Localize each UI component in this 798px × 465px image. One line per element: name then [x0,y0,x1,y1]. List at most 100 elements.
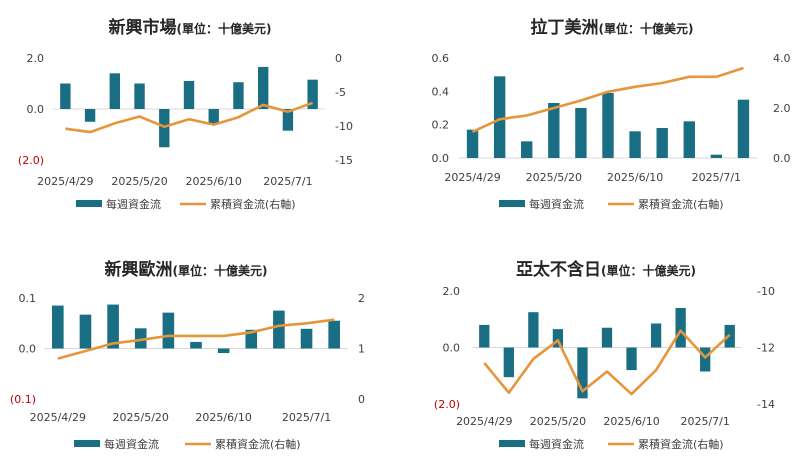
weekly-flow-bar [84,109,96,122]
weekly-flow-bar [109,73,121,109]
legend-bar-label: 每週資金流 [104,437,159,451]
y-left-tick-label: 0.0 [27,103,45,116]
weekly-flow-bar [217,348,230,354]
y-left-tick-label: 0.2 [432,119,450,132]
weekly-flow-bar [282,109,294,131]
weekly-flow-bar [328,320,340,349]
chart-title-unit: (單位：十億美元) [599,21,694,36]
weekly-flow-bar [521,141,533,158]
legend-line-label: 累積資金流(右軸) [638,437,724,451]
y-left-tick-label: (2.0) [434,398,460,411]
weekly-flow-bar [273,310,285,349]
legend-line-label: 累積資金流(右軸) [638,197,724,211]
weekly-flow-bar [503,347,514,378]
x-tick-label: 2025/5/20 [111,175,167,188]
weekly-flow-bar [307,79,318,109]
cumulative-flow-line [483,329,731,396]
y-right-tick-label: 0 [358,393,365,406]
chart-title-main: 新興歐洲 [105,259,173,280]
weekly-flow-bar [190,341,202,349]
legend-line-label: 累積資金流(右軸) [215,437,301,451]
weekly-flow-bar [257,66,269,109]
chart-title-unit: (單位：十億美元) [177,21,272,36]
weekly-flow-bar [626,347,637,371]
x-tick-label: 2025/5/20 [113,411,169,424]
y-left-tick-label: (0.1) [10,393,36,406]
weekly-flow-bar [683,121,695,158]
weekly-flow-bar [134,328,147,349]
y-right-tick-label: 0.0 [773,152,791,165]
weekly-flow-bar [493,76,506,158]
weekly-flow-bar [602,93,614,158]
weekly-flow-bar [629,131,641,158]
legend-bar-label: 每週資金流 [529,437,584,451]
weekly-flow-bar [675,307,686,348]
weekly-flow-bar [79,314,92,349]
chart-title-main: 拉丁美洲 [531,17,599,38]
weekly-flow-bar [577,347,588,399]
y-left-tick-label: 0.6 [432,52,450,65]
chart-title: 拉丁美洲(單位：十億美元) [531,17,694,38]
x-tick-label: 2025/7/1 [282,411,331,424]
weekly-flow-bar [548,103,560,158]
weekly-flow-bar [528,312,539,348]
chart-title-unit: (單位：十億美元) [173,263,268,278]
chart-title-main: 亞太不含日 [516,259,601,280]
weekly-flow-bar [479,324,490,348]
weekly-flow-bar [245,329,258,349]
y-left-tick-label: 0.0 [19,343,37,356]
y-left-tick-label: 0.0 [443,342,461,355]
weekly-flow-bar [552,329,564,348]
x-tick-label: 2025/7/1 [263,175,312,188]
weekly-flow-bar [710,154,723,158]
x-tick-label: 2025/4/29 [37,175,93,188]
weekly-flow-bar [300,328,313,349]
y-left-tick-label: 0.4 [432,85,450,98]
weekly-flow-bar [208,109,219,125]
legend: 每週資金流 累積資金流(右軸) [499,437,724,451]
y-right-tick-label: 0 [335,52,342,65]
chart-panel-3: 新興歐洲(單位：十億美元) 0.1 0.0 (0.1) 2 1 0 2025/4/29 2025… [10,259,365,451]
y-left-tick-label: 0.1 [19,292,37,305]
y-left-tick-label: 2.0 [443,285,461,298]
weekly-flow-bar [159,109,170,148]
weekly-flow-bar [737,99,750,158]
weekly-flow-bar [650,323,662,348]
weekly-flow-bar [466,129,479,158]
y-right-tick-label: -10 [335,120,353,133]
x-tick-label: 2025/6/10 [186,175,242,188]
chart-panel-2: 拉丁美洲(單位：十億美元) 0.6 0.4 0.2 0.0 4.0 2.0 0.0 2025/4… [432,17,791,211]
cumulative-flow-line [471,66,744,133]
y-right-tick-label: -5 [335,86,346,99]
legend: 每週資金流 累積資金流(右軸) [76,197,296,211]
weekly-flow-bar [162,312,175,349]
weekly-flow-bar [134,83,145,109]
x-tick-label: 2025/4/29 [30,411,86,424]
y-left-tick-label: 0.0 [432,152,450,165]
legend-bar-swatch [74,440,100,447]
x-tick-label: 2025/6/10 [607,171,663,184]
chart-title: 新興歐洲(單位：十億美元) [105,259,268,280]
chart-panel-4: 亞太不含日(單位：十億美元) 2.0 0.0 (2.0) -10 -12 -14 2025/4… [434,259,775,451]
legend-bar-swatch [76,200,102,207]
y-right-tick-label: -15 [335,154,353,167]
weekly-flow-bar [52,305,64,349]
weekly-flow-bar [233,82,244,109]
y-right-tick-label: -14 [757,398,775,411]
weekly-flow-bar [575,108,587,158]
y-right-tick-label: -12 [757,342,775,355]
x-tick-label: 2025/4/29 [456,415,512,428]
x-tick-label: 2025/6/10 [195,411,251,424]
weekly-flow-bar [656,128,668,158]
x-tick-label: 2025/5/20 [526,171,582,184]
x-tick-label: 2025/6/10 [603,415,659,428]
weekly-flow-bar [60,83,71,109]
cumulative-flow-line [65,101,314,134]
y-right-tick-label: -10 [757,285,775,298]
weekly-flow-bar [700,347,711,372]
weekly-flow-bar [183,80,195,109]
chart-title-unit: (單位：十億美元) [601,263,696,278]
x-tick-label: 2025/7/1 [692,171,741,184]
